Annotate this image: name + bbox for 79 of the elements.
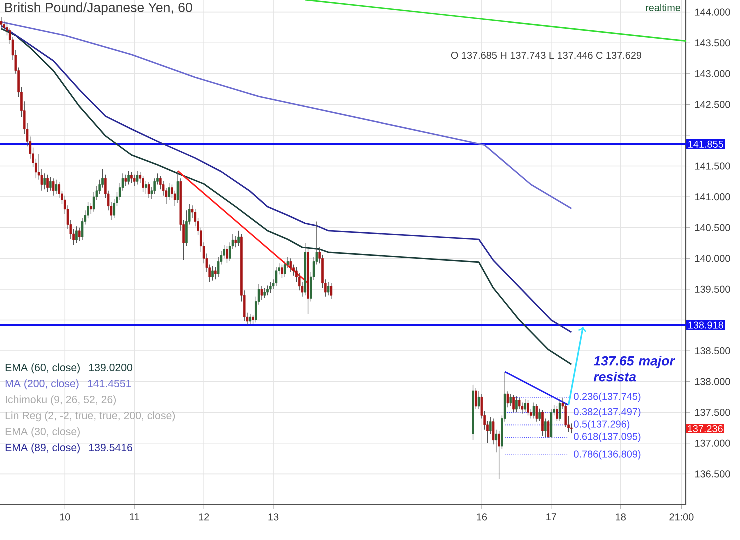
candlestick <box>212 266 214 282</box>
candlestick <box>3 20 6 32</box>
annotation: O 137.685 H 137.743 L 137.446 C 137.629 <box>451 52 642 60</box>
y-tick-label: 137.500 <box>695 409 730 416</box>
y-tick-label: 137.000 <box>695 440 730 447</box>
text: 137.236 <box>688 425 723 432</box>
y-tick-label: 144.000 <box>695 8 730 16</box>
candlestick <box>50 177 52 192</box>
candlestick <box>234 236 238 248</box>
candlestick <box>46 174 49 192</box>
y-tick-label: 143.500 <box>695 40 730 47</box>
candlestick <box>275 266 278 287</box>
annotation: Lin Reg (2, -2, true, true, 200, close) <box>6 412 176 422</box>
annotation: realtime <box>646 4 681 12</box>
candlestick <box>76 226 78 244</box>
y-tick-label: 136.500 <box>695 470 730 478</box>
candlestick <box>133 174 136 186</box>
candlestick <box>260 286 264 301</box>
candlestick <box>266 285 269 296</box>
candlestick <box>281 264 284 279</box>
candlestick <box>136 170 139 186</box>
ref-line-label: 141.855 <box>688 140 724 148</box>
x-tick-label: 21:00 <box>670 514 694 521</box>
text: EMA (60, close) <box>6 364 80 374</box>
series-label: 0.5(137.296) <box>574 420 630 430</box>
annotation: EMA (30, close) <box>6 428 80 438</box>
x-tick-label: 12 <box>199 514 210 521</box>
y-tick-label: 139.500 <box>695 286 730 293</box>
candlestick <box>148 182 150 199</box>
y-tick-label: 140.000 <box>695 255 730 262</box>
candlestick <box>214 266 217 280</box>
annotation: 141.4551 <box>88 380 132 388</box>
y-tick-label: 141.000 <box>695 194 730 201</box>
annotation: 139.0200 <box>89 364 133 372</box>
series-label: 0.618(137.095) <box>574 432 641 442</box>
x-tick-label: 17 <box>546 514 556 521</box>
y-tick-label: 141.500 <box>695 162 730 170</box>
candlestick <box>269 282 272 294</box>
candlestick <box>52 178 55 196</box>
annotation: Ichimoku (9, 26, 52, 26) <box>6 396 116 406</box>
candlestick <box>124 174 128 186</box>
x-tick-label: 18 <box>616 514 626 521</box>
y-tick-label: 138.000 <box>695 378 730 386</box>
candlestick <box>284 260 286 278</box>
annotation: 139.5416 <box>89 444 132 452</box>
candlestick <box>0 16 3 29</box>
candlestick <box>249 314 252 325</box>
series-label: 0.786(136.809) <box>574 450 641 460</box>
candlestick <box>238 230 240 247</box>
candlestick <box>226 246 228 264</box>
y-tick-label: 142.500 <box>695 101 730 108</box>
candlestick <box>168 183 170 200</box>
annotation: 137.65 major resista <box>594 356 676 382</box>
text: EMA (89, close) <box>6 444 80 454</box>
series-label: 0.236(137.745) <box>574 392 641 402</box>
candlestick <box>128 170 130 186</box>
candlestick <box>130 172 133 184</box>
candlestick <box>55 179 58 194</box>
candlestick <box>145 180 148 194</box>
series-label: 0.382(137.497) <box>574 408 641 418</box>
candlestick <box>78 228 81 242</box>
y-tick-label: 143.000 <box>695 70 730 78</box>
x-tick-label: 10 <box>60 514 70 521</box>
x-tick-label: 11 <box>130 514 140 521</box>
candlestick <box>264 288 266 298</box>
candlestick <box>330 282 333 300</box>
candlestick <box>290 258 292 273</box>
x-tick-label: 13 <box>268 514 279 521</box>
candlestick <box>327 282 330 296</box>
ref-line-label: 138.918 <box>688 322 724 329</box>
candlestick <box>142 176 144 192</box>
candlestick <box>176 170 180 204</box>
candlestick <box>90 202 92 215</box>
y-tick-label: 140.500 <box>695 224 730 232</box>
y-tick-label: 138.500 <box>695 347 730 355</box>
text: MA (200, close) <box>6 380 79 390</box>
chart-title: British Pound/Japanese Yen, 60 <box>5 2 192 15</box>
x-tick-label: 16 <box>477 514 488 521</box>
candlestick <box>44 173 46 190</box>
